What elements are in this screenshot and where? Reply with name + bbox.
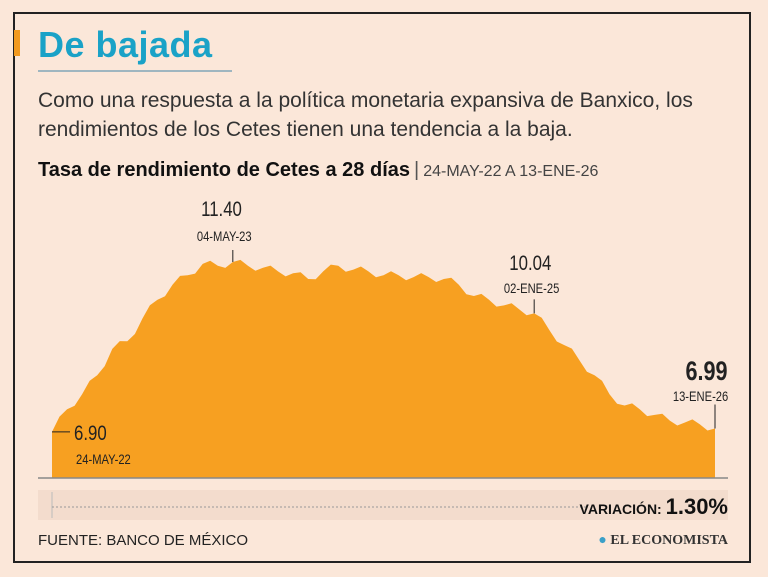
- logo-text: EL ECONOMISTA: [610, 533, 728, 548]
- variation-caption: VARIACIÓN:: [579, 501, 662, 517]
- page-title: De bajada: [38, 24, 213, 65]
- title-accent-bar: [14, 30, 20, 56]
- infographic-frame: [13, 12, 751, 563]
- separator: |: [414, 159, 420, 181]
- annotation-max-value: 11.40: [201, 198, 242, 221]
- source-note: FUENTE: BANCO DE MÉXICO: [38, 532, 249, 549]
- variation-band: [38, 490, 728, 520]
- variation-value: 1.30%: [665, 494, 728, 519]
- annotation-end-value: 6.99: [685, 356, 728, 386]
- annotation-start-date: 24-MAY-22: [76, 451, 131, 467]
- chart-date-range: 24-MAY-22 A 13-ENE-26: [423, 163, 599, 180]
- page-subtitle: Como una respuesta a la política monetar…: [38, 89, 693, 141]
- variation-label: VARIACIÓN: 1.30%: [580, 494, 728, 520]
- annotation-start-value: 6.90: [74, 422, 107, 445]
- series-area: [52, 259, 715, 478]
- chart-title-row: Tasa de rendimiento de Cetes a 28 días | 2…: [38, 159, 598, 182]
- logo-icon: ●: [598, 533, 607, 548]
- annotation-2025-date: 02-ENE-25: [503, 280, 560, 296]
- variation-line: [51, 492, 588, 518]
- annotation-end-date: 13-ENE-26: [672, 388, 728, 404]
- chart-title: Tasa de rendimiento de Cetes a 28 días: [38, 159, 410, 181]
- annotation-max-date: 04-MAY-23: [196, 228, 252, 244]
- publisher-logo: ● EL ECONOMISTA: [598, 533, 728, 549]
- title-underline: [38, 70, 232, 72]
- annotation-2025-value: 10.04: [509, 252, 552, 275]
